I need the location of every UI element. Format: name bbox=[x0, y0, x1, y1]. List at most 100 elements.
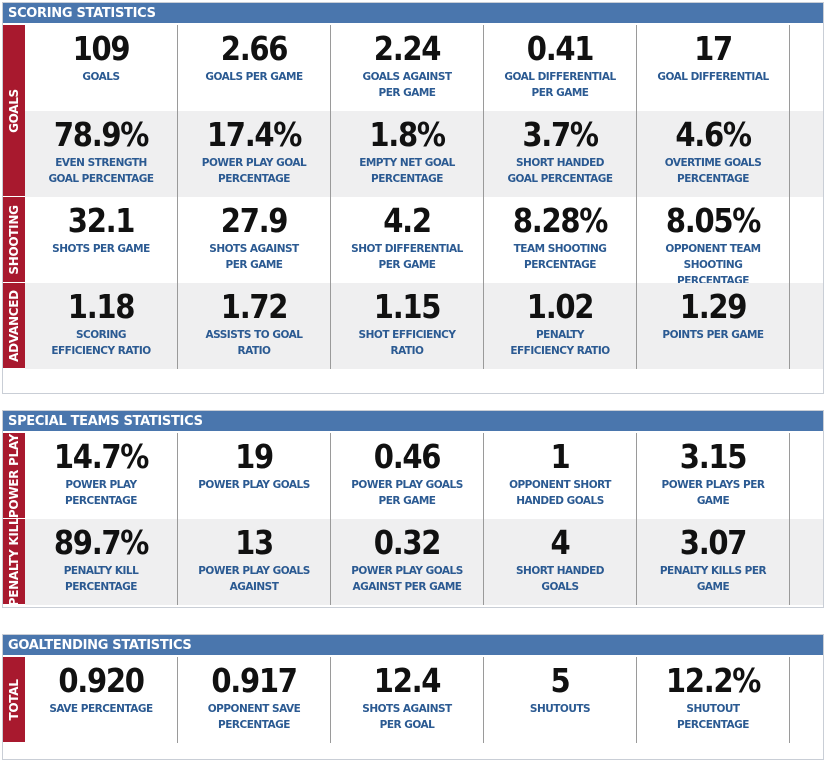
stat-value: 32.1 bbox=[67, 201, 136, 240]
stat-group-advanced: ADVANCED 1.18 SCORING EFFICIENCY RATIO 1.72… bbox=[3, 283, 823, 369]
stat-label: SAVE PERCENTAGE bbox=[49, 703, 153, 715]
stat-cell-empty-net-goal-percentage: 1.8% EMPTY NET GOAL PERCENTAGE bbox=[331, 111, 484, 197]
stat-label: POWER PLAY GOALS PER GAME bbox=[351, 479, 463, 507]
stat-cell-power-play-percentage: 14.7% POWER PLAY PERCENTAGE bbox=[25, 433, 178, 519]
stat-label: SHOTS AGAINST PER GOAL bbox=[362, 703, 452, 731]
row-end-spacer bbox=[790, 283, 820, 369]
stat-value: 12.4 bbox=[373, 661, 442, 700]
stat-label: SHUTOUT PERCENTAGE bbox=[677, 703, 749, 731]
row-end-spacer bbox=[790, 111, 820, 197]
group-label: PENALTY KILL bbox=[3, 517, 25, 606]
stat-label: SHORT HANDED GOAL PERCENTAGE bbox=[507, 157, 613, 185]
stat-cell-goal-differential-per-game: 0.41 GOAL DIFFERENTIAL PER GAME bbox=[484, 25, 637, 111]
group-label-text: ADVANCED bbox=[7, 289, 21, 362]
stat-label: EMPTY NET GOAL PERCENTAGE bbox=[359, 157, 455, 185]
stat-row: 1.18 SCORING EFFICIENCY RATIO 1.72 ASSISTS … bbox=[25, 283, 823, 369]
group-label: SHOOTING bbox=[3, 197, 25, 283]
goaltending-statistics-panel: GOALTENDING STATISTICS TOTAL 0.920 SAVE PE… bbox=[2, 634, 824, 760]
stat-label: POINTS PER GAME bbox=[662, 329, 764, 341]
stat-value: 3.15 bbox=[679, 437, 748, 476]
stat-label: SHOT EFFICIENCY RATIO bbox=[358, 329, 456, 357]
stat-cell-opponent-team-shooting-percentage: 8.05% OPPONENT TEAM SHOOTING PERCENTAGE bbox=[637, 197, 790, 287]
stat-label: SCORING EFFICIENCY RATIO bbox=[51, 329, 151, 357]
stat-group-goals: GOALS 109 GOALS 2.66 GOALS PER GAME 2.24 GOALS… bbox=[3, 25, 823, 197]
stat-cell-shot-efficiency-ratio: 1.15 SHOT EFFICIENCY RATIO bbox=[331, 283, 484, 369]
stat-row: 89.7% PENALTY KILL PERCENTAGE 13 POWER PLAY… bbox=[25, 519, 823, 605]
stat-value: 3.07 bbox=[679, 523, 748, 562]
stat-label: POWER PLAY GOAL PERCENTAGE bbox=[201, 157, 307, 185]
stat-value: 2.66 bbox=[220, 29, 289, 68]
section-title: SPECIAL TEAMS STATISTICS bbox=[3, 411, 823, 433]
stat-cell-goals-per-game: 2.66 GOALS PER GAME bbox=[178, 25, 331, 111]
stat-value: 4.2 bbox=[383, 201, 432, 240]
stat-value: 13 bbox=[235, 523, 274, 562]
stat-label: TEAM SHOOTING PERCENTAGE bbox=[513, 243, 607, 271]
stat-label: SHOTS PER GAME bbox=[52, 243, 150, 255]
stat-group-total: TOTAL 0.920 SAVE PERCENTAGE 0.917 OPPONENT S… bbox=[3, 657, 823, 743]
stat-cell-shot-differential-per-game: 4.2 SHOT DIFFERENTIAL PER GAME bbox=[331, 197, 484, 283]
stat-value: 1.02 bbox=[526, 287, 595, 326]
stat-label: GOALS AGAINST PER GAME bbox=[362, 71, 452, 99]
group-label-text: SHOOTING bbox=[7, 204, 21, 275]
stat-value: 109 bbox=[72, 29, 131, 68]
stat-group-penalty-kill: PENALTY KILL 89.7% PENALTY KILL PERCENTAGE… bbox=[3, 517, 823, 606]
stat-cell-power-play-goals-against: 13 POWER PLAY GOALS AGAINST bbox=[178, 519, 331, 605]
stat-row: 109 GOALS 2.66 GOALS PER GAME 2.24 GOALS AGAI… bbox=[25, 25, 823, 111]
stat-cell-team-shooting-percentage: 8.28% TEAM SHOOTING PERCENTAGE bbox=[484, 197, 637, 283]
stat-value: 8.28% bbox=[512, 201, 608, 240]
section-title: GOALTENDING STATISTICS bbox=[3, 635, 823, 657]
row-end-spacer bbox=[790, 657, 820, 743]
stat-cell-penalty-efficiency-ratio: 1.02 PENALTY EFFICIENCY RATIO bbox=[484, 283, 637, 369]
stat-value: 1 bbox=[550, 437, 571, 476]
stat-value: 1.29 bbox=[679, 287, 748, 326]
stat-cell-scoring-efficiency-ratio: 1.18 SCORING EFFICIENCY RATIO bbox=[25, 283, 178, 369]
stat-label: GOALS bbox=[82, 71, 120, 83]
stat-cell-power-play-goals: 19 POWER PLAY GOALS bbox=[178, 433, 331, 519]
stat-cell-opponent-save-percentage: 0.917 OPPONENT SAVE PERCENTAGE bbox=[178, 657, 331, 743]
stat-value: 0.46 bbox=[373, 437, 442, 476]
stat-value: 17 bbox=[694, 29, 733, 68]
stat-label: OPPONENT TEAM SHOOTING PERCENTAGE bbox=[665, 243, 761, 287]
stat-value: 8.05% bbox=[665, 201, 761, 240]
stat-row: 0.920 SAVE PERCENTAGE 0.917 OPPONENT SAVE P… bbox=[25, 657, 823, 743]
group-label-text: POWER PLAY bbox=[7, 433, 21, 518]
stat-cell-penalty-kill-percentage: 89.7% PENALTY KILL PERCENTAGE bbox=[25, 519, 178, 605]
stat-value: 1.18 bbox=[67, 287, 136, 326]
stat-label: GOAL DIFFERENTIAL PER GAME bbox=[504, 71, 616, 99]
stat-label: POWER PLAYS PER GAME bbox=[661, 479, 765, 507]
stat-cell-goal-differential: 17 GOAL DIFFERENTIAL bbox=[637, 25, 790, 111]
stat-label: SHUTOUTS bbox=[529, 703, 591, 715]
stat-label: POWER PLAY PERCENTAGE bbox=[65, 479, 137, 507]
stat-cell-short-handed-goals: 4 SHORT HANDED GOALS bbox=[484, 519, 637, 605]
scoring-statistics-panel: SCORING STATISTICS GOALS 109 GOALS 2.66 GOAL… bbox=[2, 2, 824, 394]
stat-cell-penalty-kills-per-game: 3.07 PENALTY KILLS PER GAME bbox=[637, 519, 790, 605]
stat-label: PENALTY KILL PERCENTAGE bbox=[63, 565, 139, 593]
group-label-text: PENALTY KILL bbox=[7, 517, 21, 606]
stat-value: 78.9% bbox=[53, 115, 149, 154]
stat-value: 12.2% bbox=[665, 661, 761, 700]
stat-value: 4.6% bbox=[675, 115, 752, 154]
stat-label: GOALS PER GAME bbox=[205, 71, 303, 83]
stat-label: SHOT DIFFERENTIAL PER GAME bbox=[351, 243, 463, 271]
stat-cell-power-plays-per-game: 3.15 POWER PLAYS PER GAME bbox=[637, 433, 790, 519]
stat-cell-shots-against-per-goal: 12.4 SHOTS AGAINST PER GOAL bbox=[331, 657, 484, 743]
stat-cell-save-percentage: 0.920 SAVE PERCENTAGE bbox=[25, 657, 178, 743]
stat-cell-overtime-goals-percentage: 4.6% OVERTIME GOALS PERCENTAGE bbox=[637, 111, 790, 197]
section-title: SCORING STATISTICS bbox=[3, 3, 823, 25]
stat-value: 19 bbox=[235, 437, 274, 476]
stat-label: POWER PLAY GOALS bbox=[198, 479, 310, 491]
group-label-text: GOALS bbox=[7, 88, 21, 133]
stat-value: 1.8% bbox=[369, 115, 446, 154]
stat-value: 2.24 bbox=[373, 29, 442, 68]
stat-row: 78.9% EVEN STRENGTH GOAL PERCENTAGE 17.4% P… bbox=[25, 111, 823, 197]
stat-row: 32.1 SHOTS PER GAME 27.9 SHOTS AGAINST PER … bbox=[25, 197, 823, 287]
stat-value: 5 bbox=[550, 661, 571, 700]
stat-label: OPPONENT SAVE PERCENTAGE bbox=[207, 703, 301, 731]
stat-cell-shots-per-game: 32.1 SHOTS PER GAME bbox=[25, 197, 178, 283]
stat-cell-even-strength-goal-percentage: 78.9% EVEN STRENGTH GOAL PERCENTAGE bbox=[25, 111, 178, 197]
group-label-text: TOTAL bbox=[7, 678, 21, 721]
stat-group-shooting: SHOOTING 32.1 SHOTS PER GAME 27.9 SHOTS AGAI… bbox=[3, 197, 823, 287]
row-end-spacer bbox=[790, 519, 820, 605]
stat-value: 89.7% bbox=[53, 523, 149, 562]
stat-cell-assists-to-goal-ratio: 1.72 ASSISTS TO GOAL RATIO bbox=[178, 283, 331, 369]
